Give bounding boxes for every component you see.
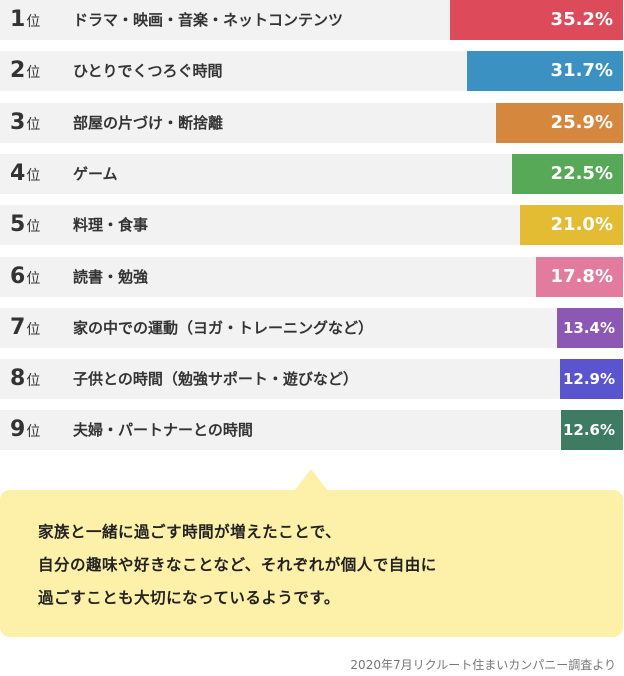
rank-suffix: 位 — [26, 167, 41, 184]
category-label: 読書・勉強 — [73, 267, 149, 286]
category-label: ゲーム — [73, 164, 118, 183]
chart-row: 5位 料理・食事 21.0% — [0, 205, 623, 246]
value-label: 12.6% — [562, 421, 615, 440]
rank-suffix: 位 — [26, 116, 41, 133]
rank-suffix: 位 — [26, 14, 41, 30]
rank-number: 4 — [10, 160, 26, 186]
rank-suffix: 位 — [26, 321, 41, 338]
value-label: 13.4% — [562, 318, 615, 337]
rank-label: 3位 — [10, 103, 40, 143]
rank-suffix: 位 — [26, 424, 41, 441]
bar: 13.4% — [557, 307, 623, 348]
chart-row: 4位 ゲーム 22.5% — [0, 153, 623, 194]
bar: 12.6% — [561, 410, 623, 451]
category-label: 子供との時間（勉強サポート・遊びなど） — [73, 370, 358, 389]
chart-row: 6位 読書・勉強 17.8% — [0, 256, 623, 297]
chart-row: 7位 家の中での運動（ヨガ・トレーニングなど） 13.4% — [0, 307, 623, 348]
rank-label: 1位 — [10, 0, 40, 40]
bar: 22.5% — [512, 153, 623, 194]
callout-line-2: 自分の趣味や好きなことなど、それぞれが個人で自由に — [38, 556, 437, 574]
chart-row: 8位 子供との時間（勉強サポート・遊びなど） 12.9% — [0, 359, 623, 400]
chart-row: 1位 ドラマ・映画・音楽・ネットコンテンツ 35.2% — [0, 0, 623, 40]
ranking-chart: 1位 ドラマ・映画・音楽・ネットコンテンツ 35.2% 2位 ひとりでくつろぐ時間 31.… — [0, 0, 623, 451]
rank-label: 2位 — [10, 51, 40, 91]
value-label: 12.9% — [562, 370, 615, 389]
bar: 17.8% — [536, 256, 623, 297]
rank-number: 7 — [10, 314, 26, 340]
rank-number: 2 — [10, 58, 26, 84]
rank-suffix: 位 — [26, 65, 41, 82]
category-label: 料理・食事 — [73, 216, 149, 235]
bar: 31.7% — [467, 51, 623, 92]
bar: 35.2% — [450, 0, 623, 40]
rank-suffix: 位 — [26, 373, 41, 390]
value-label: 17.8% — [550, 265, 613, 287]
category-label: 部屋の片づけ・断捨離 — [73, 113, 224, 132]
callout-line-1: 家族と一緒に過ごす時間が増えたことで、 — [38, 523, 342, 541]
callout-pointer — [294, 469, 328, 491]
rank-label: 4位 — [10, 154, 40, 194]
category-label: 家の中での運動（ヨガ・トレーニングなど） — [73, 318, 374, 337]
value-label: 21.0% — [550, 214, 613, 236]
value-label: 25.9% — [550, 111, 613, 133]
rank-number: 9 — [10, 417, 26, 443]
bar: 21.0% — [520, 205, 623, 246]
value-label: 31.7% — [550, 60, 613, 82]
rank-label: 6位 — [10, 257, 40, 297]
category-label: ドラマ・映画・音楽・ネットコンテンツ — [73, 11, 344, 29]
chart-row: 9位 夫婦・パートナーとの時間 12.6% — [0, 410, 623, 451]
callout-box: 家族と一緒に過ごす時間が増えたことで、 自分の趣味や好きなことなど、それぞれが個… — [0, 490, 623, 637]
chart-row: 3位 部屋の片づけ・断捨離 25.9% — [0, 102, 623, 143]
rank-label: 8位 — [10, 359, 40, 399]
category-label: 夫婦・パートナーとの時間 — [73, 421, 253, 440]
rank-suffix: 位 — [26, 219, 41, 236]
bar: 25.9% — [496, 102, 623, 143]
rank-number: 8 — [10, 366, 26, 392]
category-label: ひとりでくつろぐ時間 — [73, 62, 223, 81]
bar: 12.9% — [560, 359, 623, 400]
chart-row: 2位 ひとりでくつろぐ時間 31.7% — [0, 51, 623, 92]
rank-label: 5位 — [10, 205, 40, 245]
rank-suffix: 位 — [26, 270, 41, 287]
rank-number: 6 — [10, 263, 26, 289]
rank-number: 3 — [10, 109, 26, 135]
rank-number: 1 — [10, 7, 26, 32]
value-label: 22.5% — [550, 162, 613, 184]
rank-number: 5 — [10, 212, 26, 238]
rank-label: 7位 — [10, 308, 40, 348]
source-note: 2020年7月リクルート住まいカンパニー調査より — [350, 658, 616, 672]
rank-label: 9位 — [10, 410, 40, 450]
value-label: 35.2% — [550, 9, 613, 30]
callout-line-3: 過ごすことも大切になっているようです。 — [38, 589, 340, 607]
